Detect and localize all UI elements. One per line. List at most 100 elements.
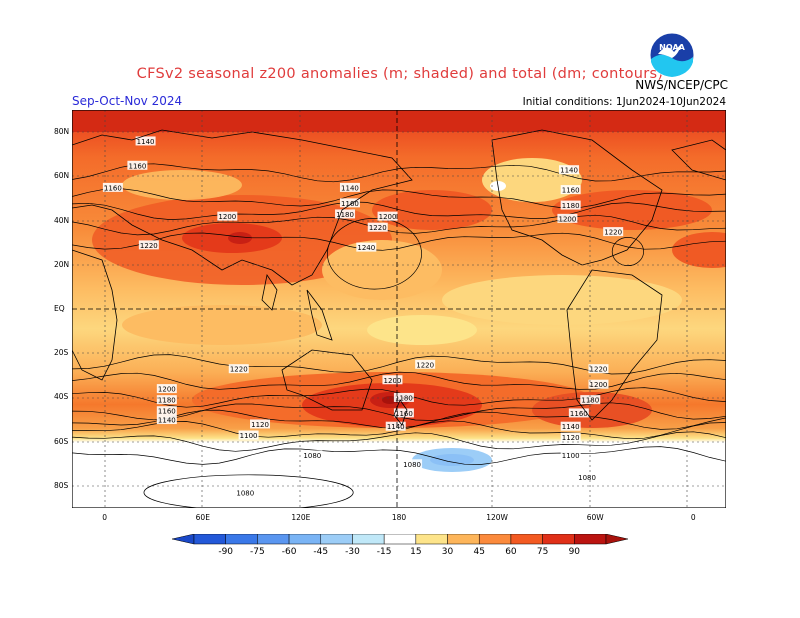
contour-value: 1160 — [395, 410, 413, 418]
lon-label: 60E — [195, 513, 210, 522]
lon-label: 0 — [690, 513, 696, 522]
contour-line — [72, 371, 726, 390]
contour-value: 1180 — [562, 202, 580, 210]
contour-label: 1140 — [156, 415, 177, 425]
colorbar-label: 15 — [410, 547, 421, 557]
contour-label: 1200 — [557, 213, 578, 223]
colorbar-label: -30 — [345, 547, 360, 557]
lon-label: 60W — [586, 513, 604, 522]
contour-value: 1080 — [303, 452, 321, 460]
contour-value: 1160 — [128, 162, 146, 170]
contour-closed — [143, 474, 354, 508]
colorbar-box — [478, 534, 512, 545]
contour-label: 1080 — [302, 450, 323, 460]
contour-label: 1220 — [415, 359, 436, 369]
contour-label: 1140 — [385, 421, 406, 431]
contour-label: 1140 — [560, 421, 581, 431]
contour-value: 1140 — [158, 417, 176, 425]
colorbar-box — [542, 534, 575, 545]
contour-line — [72, 163, 726, 183]
colorbar-box — [352, 534, 385, 545]
colorbar-box — [383, 534, 417, 545]
contour-label: 1200 — [588, 379, 609, 389]
colorbar-box — [193, 534, 226, 545]
contour-value: 1140 — [560, 167, 578, 175]
contour-value: 1200 — [590, 381, 608, 389]
contour-value: 1240 — [357, 244, 375, 252]
colorbar-label: -75 — [250, 547, 265, 557]
contour-value: 1080 — [403, 461, 421, 469]
contour-label: 1080 — [577, 472, 598, 482]
colorbar-box — [320, 534, 353, 545]
colorbar-box — [257, 534, 290, 545]
lon-label: 180 — [391, 513, 407, 522]
colorbar: -90 -75 -60 -45 -30 -15 15 30 45 60 75 90 — [172, 534, 628, 557]
lon-label: 120E — [291, 513, 311, 522]
contour-label: 1080 — [402, 459, 423, 469]
contour-line — [72, 354, 726, 375]
lat-label: 80S — [54, 480, 69, 490]
lat-label: 60S — [54, 436, 69, 446]
contour-label: 1220 — [588, 364, 609, 374]
contour-value: 1120 — [562, 434, 580, 442]
contour-value: 1100 — [562, 452, 580, 460]
lat-label: 80N — [54, 127, 70, 137]
colorbar-label: -60 — [282, 547, 297, 557]
contour-label: 1160 — [339, 198, 360, 208]
contour-closed — [327, 217, 422, 290]
contour-value: 1220 — [590, 366, 608, 374]
contour-line — [72, 232, 726, 251]
contour-value: 1200 — [384, 377, 402, 385]
lat-label: 40S — [54, 392, 69, 402]
colorbar-box — [288, 534, 322, 545]
contour-value: 1160 — [158, 408, 176, 416]
contour-label: 1100 — [238, 430, 259, 440]
contour-label: 1160 — [127, 160, 148, 170]
colorbar-label: -45 — [313, 547, 328, 557]
contour-label: 1100 — [560, 450, 581, 460]
colorbar-label: 60 — [505, 547, 517, 557]
contour-label: 1180 — [335, 209, 356, 219]
contour-line — [72, 420, 726, 440]
contour-value: 1080 — [236, 490, 254, 498]
colorbar-box — [415, 534, 448, 545]
contour-value: 1220 — [230, 366, 248, 374]
contour-label: 1220 — [138, 240, 159, 250]
lat-label: 60N — [54, 171, 70, 181]
contour-value: 1220 — [140, 242, 158, 250]
contour-label: 1160 — [560, 185, 581, 195]
contour-value: 1140 — [387, 423, 405, 431]
contour-value: 1160 — [341, 200, 359, 208]
colorbar-label: 30 — [442, 547, 454, 557]
contour-label: 1200 — [156, 384, 177, 394]
contour-label: 1160 — [156, 406, 177, 416]
contour-value: 1220 — [369, 224, 387, 232]
agency-label: NWS/NCEP/CPC — [635, 78, 728, 92]
lat-label: 40N — [54, 215, 70, 225]
contour-label: 1180 — [156, 395, 177, 405]
contour-label: 1220 — [367, 222, 388, 232]
contour-label: 1160 — [102, 182, 123, 192]
contour-label: 1180 — [560, 200, 581, 210]
contour-label: 1140 — [559, 165, 580, 175]
contour-label: 1140 — [339, 182, 360, 192]
contour-label: 1160 — [568, 408, 589, 418]
contour-value: 1120 — [251, 421, 269, 429]
grid-lines — [72, 110, 726, 508]
colorbar-box — [225, 534, 258, 545]
reference-lines — [72, 110, 726, 508]
contour-label: 1200 — [377, 211, 398, 221]
lon-label: 120W — [486, 513, 508, 522]
lat-label: EQ — [54, 304, 65, 313]
contour-value: 1180 — [395, 394, 413, 402]
logo-text: NOAA — [659, 43, 685, 52]
contour-value: 1180 — [336, 211, 354, 219]
contour-value: 1220 — [416, 361, 434, 369]
contour-line — [72, 387, 726, 408]
colorbar-box — [510, 534, 543, 545]
contour-label: 1220 — [228, 364, 249, 374]
colorbar-label: 90 — [569, 547, 581, 557]
contour-value: 1200 — [218, 213, 236, 221]
colorbar-box — [447, 534, 480, 545]
